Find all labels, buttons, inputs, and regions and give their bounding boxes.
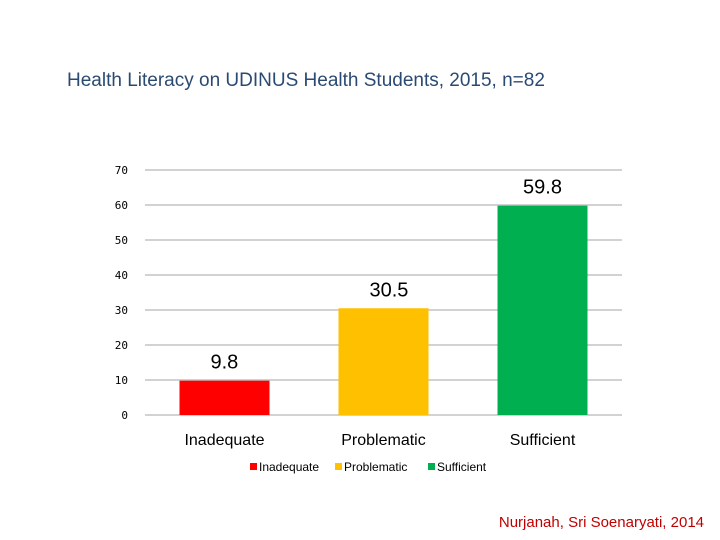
legend-swatch <box>335 463 342 470</box>
legend: Inadequate Problematic Sufficient <box>250 460 487 474</box>
legend-label: Sufficient <box>437 460 487 474</box>
y-tick-label: 40 <box>115 269 128 282</box>
data-label: 30.5 <box>370 279 409 301</box>
x-axis-ticks: Inadequate Problematic Sufficient <box>184 432 575 449</box>
bar-chart: 0 10 20 30 40 50 60 70 9.8 30.5 59.8 Inadequate Pr… <box>115 164 622 474</box>
y-tick-label: 60 <box>115 199 128 212</box>
bar <box>179 380 270 415</box>
citation: Nurjanah, Sri Soenaryati, 2014 <box>498 514 704 531</box>
y-tick-label: 0 <box>121 409 128 422</box>
x-tick-label: Sufficient <box>510 432 576 449</box>
y-tick-label: 50 <box>115 234 128 247</box>
legend-label: Inadequate <box>259 460 319 474</box>
legend-swatch <box>250 463 257 470</box>
data-labels: 9.8 30.5 59.8 <box>211 177 562 374</box>
y-tick-label: 20 <box>115 339 128 352</box>
x-tick-label: Problematic <box>341 432 425 449</box>
y-tick-label: 30 <box>115 304 128 317</box>
chart-title: Health Literacy on UDINUS Health Student… <box>67 70 545 91</box>
y-tick-label: 70 <box>115 164 128 177</box>
legend-label: Problematic <box>344 460 407 474</box>
data-label: 59.8 <box>523 177 562 199</box>
bar <box>338 308 429 415</box>
y-axis-ticks: 0 10 20 30 40 50 60 70 <box>115 164 128 422</box>
y-tick-label: 10 <box>115 374 128 387</box>
data-label: 9.8 <box>211 352 239 374</box>
x-tick-label: Inadequate <box>184 432 264 449</box>
bars <box>179 205 588 415</box>
legend-swatch <box>428 463 435 470</box>
bar <box>497 205 588 415</box>
